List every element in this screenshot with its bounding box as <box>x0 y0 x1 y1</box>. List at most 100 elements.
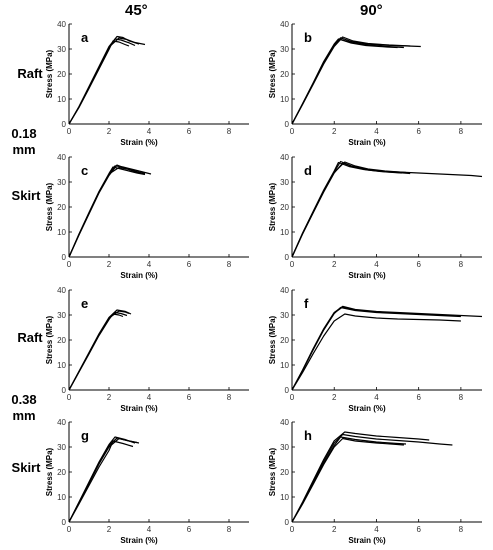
series-line <box>291 38 398 125</box>
series-line <box>68 313 124 391</box>
panel-c: 0 2 4 6 8 0 10 20 30 40 Strain (%) Stress (MPa) c <box>45 153 249 280</box>
x-tick-label: 0 <box>290 393 295 402</box>
series-line <box>68 35 140 125</box>
x-tick-label: 0 <box>67 260 72 269</box>
y-tick-label: 40 <box>57 153 66 162</box>
y-tick-label: 30 <box>57 45 66 54</box>
y-tick-label: 20 <box>57 468 66 477</box>
series-line <box>68 311 128 391</box>
series-line <box>68 40 130 125</box>
x-tick-label: 2 <box>332 127 337 136</box>
y-tick-label: 20 <box>280 70 289 79</box>
series-line <box>68 309 132 391</box>
y-tick-label: 10 <box>280 95 289 104</box>
y-axis-label: Stress (MPa) <box>45 182 54 231</box>
y-tick-label: 0 <box>285 518 290 527</box>
panel-h: 0 2 4 6 8 0 10 20 30 40 Strain (%) Stress (MPa) h <box>268 418 482 545</box>
y-tick-label: 30 <box>57 178 66 187</box>
panel-f: 0 2 4 6 8 0 10 20 30 40 Strain (%) Stress (MPa) f <box>268 286 483 413</box>
row-label-raft-1: Raft <box>17 66 43 81</box>
y-tick-label: 10 <box>57 228 66 237</box>
series-line <box>291 431 430 523</box>
x-axis-label: Strain (%) <box>348 404 386 413</box>
y-axis-label: Stress (MPa) <box>268 182 277 231</box>
y-tick-label: 0 <box>62 386 67 395</box>
series-line <box>68 164 142 258</box>
y-tick-label: 10 <box>280 493 289 502</box>
y-tick-label: 10 <box>57 361 66 370</box>
row-label-thickness-2: 0.38 mm <box>6 392 42 424</box>
x-tick-label: 2 <box>332 260 337 269</box>
y-tick-label: 30 <box>280 45 289 54</box>
y-tick-label: 30 <box>57 443 66 452</box>
y-tick-label: 40 <box>280 286 289 295</box>
x-tick-label: 0 <box>67 127 72 136</box>
y-tick-label: 10 <box>57 95 66 104</box>
series-line <box>68 166 146 258</box>
panel-g: 0 2 4 6 8 0 10 20 30 40 Strain (%) Stress (MPa) g <box>45 418 249 545</box>
x-axis-label: Strain (%) <box>120 271 158 280</box>
y-tick-label: 40 <box>57 20 66 29</box>
column-header-45: 45° <box>125 2 148 19</box>
thickness-value-2: 0.38 <box>11 392 37 407</box>
y-tick-label: 0 <box>62 518 67 527</box>
panel-label: a <box>81 30 89 45</box>
x-tick-label: 2 <box>107 260 112 269</box>
x-tick-label: 6 <box>416 260 421 269</box>
y-axis-label: Stress (MPa) <box>268 315 277 364</box>
x-tick-label: 4 <box>374 393 379 402</box>
panel-label: b <box>304 30 312 45</box>
x-tick-label: 0 <box>290 525 295 534</box>
y-tick-label: 40 <box>57 418 66 427</box>
x-tick-label: 6 <box>416 525 421 534</box>
panel-e: 0 2 4 6 8 0 10 20 30 40 Strain (%) Stress (MPa) e <box>45 286 249 413</box>
y-tick-label: 20 <box>280 203 289 212</box>
series-line <box>291 161 407 258</box>
x-axis-label: Strain (%) <box>120 536 158 545</box>
x-tick-label: 4 <box>147 260 152 269</box>
series-line <box>291 313 461 391</box>
y-tick-label: 30 <box>57 311 66 320</box>
series-line <box>68 437 140 523</box>
series-line <box>68 440 134 523</box>
x-tick-label: 8 <box>227 525 232 534</box>
y-axis-label: Stress (MPa) <box>268 447 277 496</box>
y-tick-label: 20 <box>57 203 66 212</box>
series-line <box>291 437 404 523</box>
y-axis-label: Stress (MPa) <box>45 49 54 98</box>
series-line <box>291 38 404 125</box>
y-tick-label: 20 <box>280 468 289 477</box>
x-tick-label: 4 <box>374 260 379 269</box>
y-tick-label: 30 <box>280 443 289 452</box>
x-tick-label: 0 <box>290 260 295 269</box>
y-tick-label: 20 <box>57 336 66 345</box>
x-tick-label: 0 <box>290 127 295 136</box>
y-tick-label: 30 <box>280 311 289 320</box>
x-axis-label: Strain (%) <box>348 536 386 545</box>
x-tick-label: 6 <box>187 525 192 534</box>
x-axis-label: Strain (%) <box>120 138 158 147</box>
y-tick-label: 0 <box>62 120 67 129</box>
series-line <box>68 436 136 523</box>
x-tick-label: 6 <box>416 127 421 136</box>
x-tick-label: 8 <box>459 127 464 136</box>
row-label-skirt-2: Skirt <box>11 460 41 475</box>
x-tick-label: 2 <box>107 525 112 534</box>
x-tick-label: 6 <box>187 127 192 136</box>
y-tick-label: 40 <box>280 153 289 162</box>
x-tick-label: 8 <box>459 393 464 402</box>
series-line <box>68 310 130 391</box>
x-tick-label: 8 <box>227 393 232 402</box>
row-label-thickness-1: 0.18 mm <box>6 126 42 158</box>
x-tick-label: 4 <box>374 525 379 534</box>
x-tick-label: 0 <box>67 525 72 534</box>
x-tick-label: 6 <box>416 393 421 402</box>
y-tick-label: 40 <box>57 286 66 295</box>
x-tick-label: 6 <box>187 393 192 402</box>
column-header-90: 90° <box>360 2 383 19</box>
y-tick-label: 0 <box>62 253 67 262</box>
series-line <box>291 160 483 258</box>
series-line <box>68 165 152 258</box>
panel-label: e <box>81 296 88 311</box>
